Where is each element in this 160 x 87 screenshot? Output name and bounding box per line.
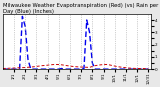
Text: Milwaukee Weather Evapotranspiration (Red) (vs) Rain per Day (Blue) (Inches): Milwaukee Weather Evapotranspiration (Re… <box>3 3 158 14</box>
